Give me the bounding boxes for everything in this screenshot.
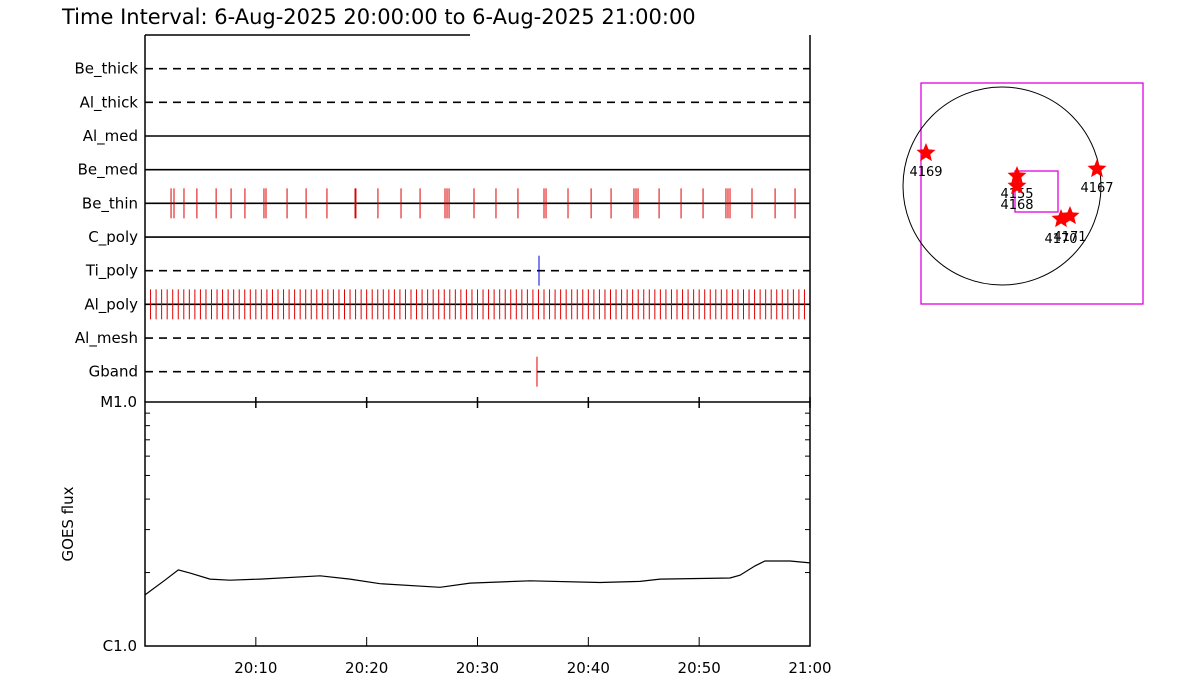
x-tick-label: 20:10 <box>234 659 277 677</box>
region-star <box>1060 206 1080 225</box>
solar-limb <box>902 86 1102 286</box>
region-label: 4171 <box>1053 230 1086 245</box>
fov-box <box>920 82 1144 305</box>
region-star <box>916 143 936 162</box>
filter-label: Ti_poly <box>85 262 138 281</box>
title: Time Interval: 6-Aug-2025 20:00:00 to 6-… <box>61 5 696 29</box>
region-label: 4169 <box>909 165 942 180</box>
region-label: 4155 <box>1000 187 1033 202</box>
x-tick-label: 20:40 <box>567 659 610 677</box>
region-label: 4168 <box>1000 198 1033 213</box>
x-tick-label: 21:00 <box>788 659 831 677</box>
filter-label: Be_thin <box>82 194 138 213</box>
region-star <box>1087 159 1107 178</box>
x-tick-label: 20:50 <box>678 659 721 677</box>
filter-label: Al_mesh <box>75 329 138 348</box>
region-star <box>1007 166 1027 185</box>
filter-label: C_poly <box>88 228 138 247</box>
x-tick-label: 20:20 <box>345 659 388 677</box>
y-tick-label: C1.0 <box>103 637 137 655</box>
filter-label: Be_thick <box>74 60 138 79</box>
region-label: 4167 <box>1080 181 1113 196</box>
plot-frame <box>144 401 811 647</box>
goes-curve <box>144 560 811 596</box>
filter-label: Be_med <box>78 161 138 180</box>
y-tick-label: M1.0 <box>100 393 137 411</box>
x-tick-label: 20:30 <box>456 659 499 677</box>
filter-label: Gband <box>89 363 138 381</box>
filter-label: Al_thick <box>80 93 139 112</box>
filter-label: Al_poly <box>84 295 138 314</box>
region-star <box>1007 176 1027 195</box>
filter-label: Al_med <box>83 127 138 146</box>
region-label: 4170 <box>1044 232 1077 247</box>
y-axis-label: GOES flux <box>59 486 77 561</box>
